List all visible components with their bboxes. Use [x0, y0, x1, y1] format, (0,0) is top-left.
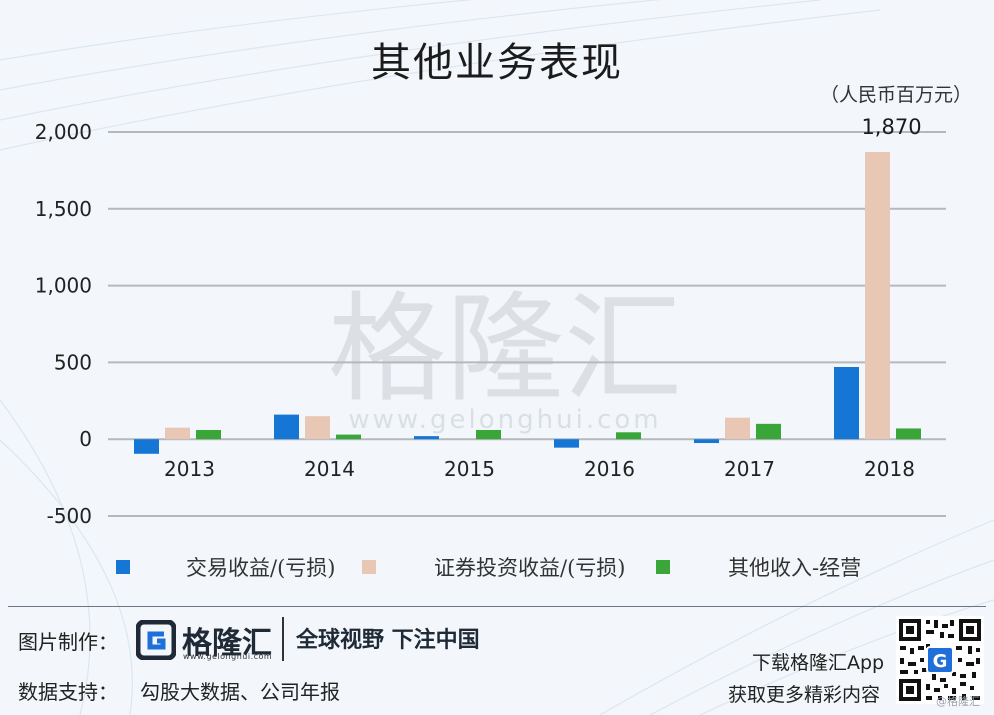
- watermark-url: www.gelonghui.com: [348, 405, 661, 435]
- logo-text: 格隆汇: [182, 626, 272, 661]
- x-tick-label: 2017: [724, 457, 775, 481]
- y-tick-label: 1,000: [35, 274, 92, 298]
- footer-divider: [8, 606, 986, 607]
- legend-label-trading: 交易收益/(亏损): [186, 556, 336, 580]
- data-label: 1,870: [861, 115, 921, 139]
- x-tick-label: 2018: [864, 457, 915, 481]
- y-tick-label: 0: [79, 427, 92, 451]
- x-tick-label: 2014: [304, 457, 355, 481]
- bar-2017-s2: [756, 423, 781, 440]
- bar-2018-s2: [896, 428, 921, 440]
- bar-2014-s0: [274, 414, 299, 440]
- watermark-text: 格隆汇: [328, 280, 682, 418]
- legend-swatch-trading: [116, 560, 130, 574]
- x-tick-label: 2015: [444, 457, 495, 481]
- bar-2018-s1: [865, 151, 890, 440]
- x-tick-label: 2013: [164, 457, 215, 481]
- y-tick-label: 500: [54, 350, 92, 374]
- bar-2013-s1: [165, 427, 190, 440]
- bar-2016-s2: [616, 432, 641, 440]
- made-by-label: 图片制作：: [18, 630, 118, 654]
- bar-2013-s0: [134, 439, 159, 454]
- bar-2015-s0: [414, 436, 439, 440]
- legend-label-other: 其他收入-经营: [728, 556, 862, 580]
- legend-swatch-securities: [362, 560, 376, 574]
- bar-2016-s0: [554, 439, 579, 448]
- logo-url: www.gelonghui.com: [183, 652, 273, 661]
- chart-legend: 交易收益/(亏损) 证券投资收益/(亏损) 其他收入-经营: [0, 552, 994, 582]
- bar-2018-s0: [834, 367, 859, 440]
- y-tick-label: 1,500: [35, 197, 92, 221]
- page-title: 其他业务表现: [371, 40, 623, 86]
- bar-2013-s2: [196, 429, 221, 440]
- footer-separator: [282, 617, 284, 661]
- download-line-2: 获取更多精彩内容: [728, 684, 881, 706]
- qr-code-icon[interactable]: [896, 616, 984, 704]
- bar-2014-s2: [336, 434, 361, 440]
- small-watermark: @格隆汇: [936, 695, 980, 708]
- y-tick-label: -500: [47, 504, 92, 528]
- gelonghui-logo-icon: [136, 620, 176, 660]
- legend-swatch-other: [656, 560, 670, 574]
- slogan: 全球视野 下注中国: [296, 628, 480, 653]
- unit-label: （人民币百万元）: [819, 84, 972, 106]
- support-value: 勾股大数据、公司年报: [140, 680, 340, 704]
- x-tick-label: 2016: [584, 457, 635, 481]
- bar-2015-s2: [476, 429, 501, 440]
- bar-2017-s1: [725, 417, 750, 440]
- qr-badge-icon: G: [926, 646, 954, 674]
- y-tick-label: 2,000: [35, 120, 92, 144]
- support-label: 数据支持：: [18, 680, 118, 704]
- legend-label-securities: 证券投资收益/(亏损): [434, 556, 626, 580]
- bar-2017-s0: [694, 439, 719, 444]
- bar-2014-s1: [305, 416, 330, 440]
- download-line-1: 下载格隆汇App: [752, 652, 885, 674]
